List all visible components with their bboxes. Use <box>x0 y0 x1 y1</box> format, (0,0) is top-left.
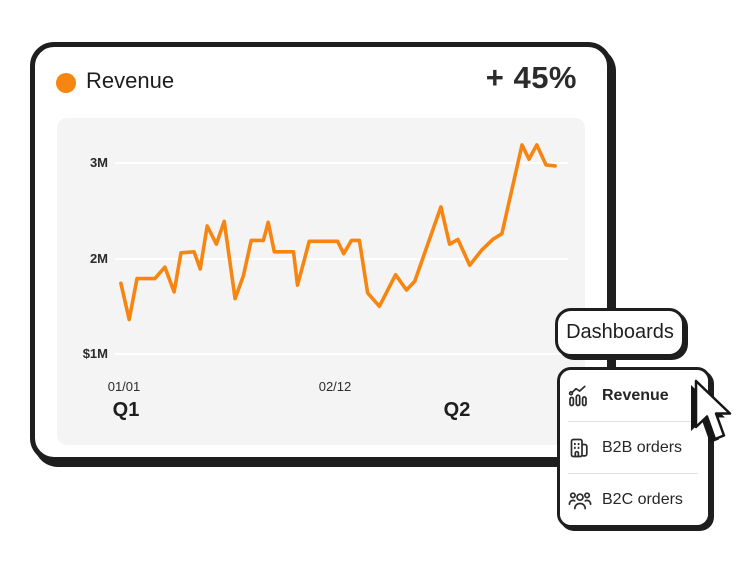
chart-panel: 3M 2M $1M 01/01 02/12 Q1 Q2 <box>57 118 585 445</box>
building-icon <box>570 438 588 457</box>
menu-item-label: B2B orders <box>602 438 683 456</box>
mouse-cursor-icon <box>691 379 732 443</box>
y-axis-tick-1m: $1M <box>82 346 108 361</box>
dashboards-button[interactable]: Dashboards <box>555 308 685 357</box>
menu-item-revenue[interactable]: Revenue <box>560 370 708 421</box>
x-axis-tick-0212: 02/12 <box>318 379 352 394</box>
y-axis-tick-2m: 2M <box>89 251 108 266</box>
card-title: Revenue <box>86 68 175 93</box>
y-axis-tick-3m: 3M <box>89 155 108 170</box>
x-axis-tick-0101: 01/01 <box>107 379 141 394</box>
trend-chart-icon <box>568 385 587 406</box>
gridline-3m <box>115 162 568 164</box>
menu-item-label: B2C orders <box>602 490 683 508</box>
menu-item-b2b-orders[interactable]: B2B orders <box>560 422 708 473</box>
gridline-1m <box>115 353 568 355</box>
menu-divider <box>568 473 698 474</box>
quarter-label-q2: Q2 <box>443 399 471 421</box>
quarter-label-q1: Q1 <box>112 399 140 421</box>
gridline-2m <box>115 258 568 260</box>
menu-divider <box>568 421 698 422</box>
revenue-line-chart <box>119 143 557 322</box>
growth-percentage: + 45% <box>485 60 577 95</box>
people-icon <box>568 491 592 509</box>
revenue-card: Revenue + 45% 3M 2M $1M 01/01 02/12 Q1 Q… <box>30 42 612 462</box>
menu-item-b2c-orders[interactable]: B2C orders <box>560 474 708 525</box>
menu-item-label: Revenue <box>602 386 669 404</box>
revenue-legend-dot <box>56 73 76 93</box>
dashboards-dropdown: Revenue B2B orders <box>557 367 711 528</box>
